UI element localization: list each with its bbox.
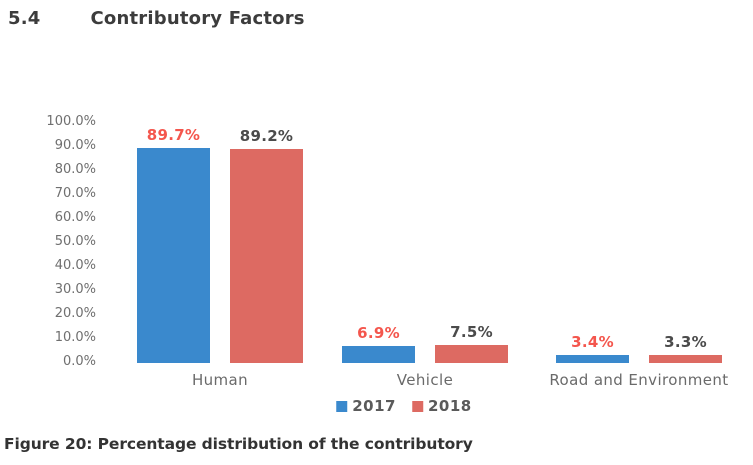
bar-2017-road-and-environment [556,354,629,363]
section-heading: 5.4 Contributory Factors [8,8,305,29]
data-label-2017-vehicle: 6.9% [357,324,400,343]
bar-2017-vehicle [342,346,415,363]
legend-item-2018: 2018 [412,397,472,415]
data-label-2017-human: 89.7% [146,125,201,144]
category-label-road-and-environment: Road and Environment [549,371,729,389]
legend-swatch-icon [412,400,423,412]
y-axis-tick: 30.0% [54,282,96,297]
legend-item-2017: 2017 [336,397,396,415]
bar-2017-human [137,147,210,363]
legend-label: 2018 [428,397,472,415]
section-number: 5.4 [8,8,41,29]
legend-swatch-icon [336,400,348,412]
bar-2018-human [230,148,303,363]
y-axis-tick: 60.0% [54,210,96,225]
legend-label: 2017 [352,397,396,415]
y-axis-tick: 20.0% [54,306,96,321]
category-label-human: Human [191,371,249,389]
data-label-2018-human: 89.2% [239,126,294,145]
figure-caption: Figure 20: Percentage distribution of th… [4,435,473,453]
data-label-2018-vehicle: 7.5% [450,323,493,341]
bar-2018-vehicle [435,345,508,363]
section-title: Contributory Factors [90,8,305,29]
bar-2018-road-and-environment [649,355,722,363]
y-axis-tick: 100.0% [46,114,96,129]
y-axis-tick: 70.0% [54,186,96,201]
y-axis-tick: 0.0% [62,354,96,369]
category-label-vehicle: Vehicle [396,371,454,389]
data-label-2018-road-and-environment: 3.3% [664,333,707,352]
y-axis-tick: 10.0% [54,330,96,345]
y-axis-tick: 40.0% [54,258,96,273]
y-axis-tick: 50.0% [54,234,96,249]
y-axis-tick: 90.0% [54,138,96,153]
data-label-2017-road-and-environment: 3.4% [571,332,614,351]
y-axis-tick: 80.0% [54,162,96,177]
legend: 2017 2018 [336,397,472,415]
